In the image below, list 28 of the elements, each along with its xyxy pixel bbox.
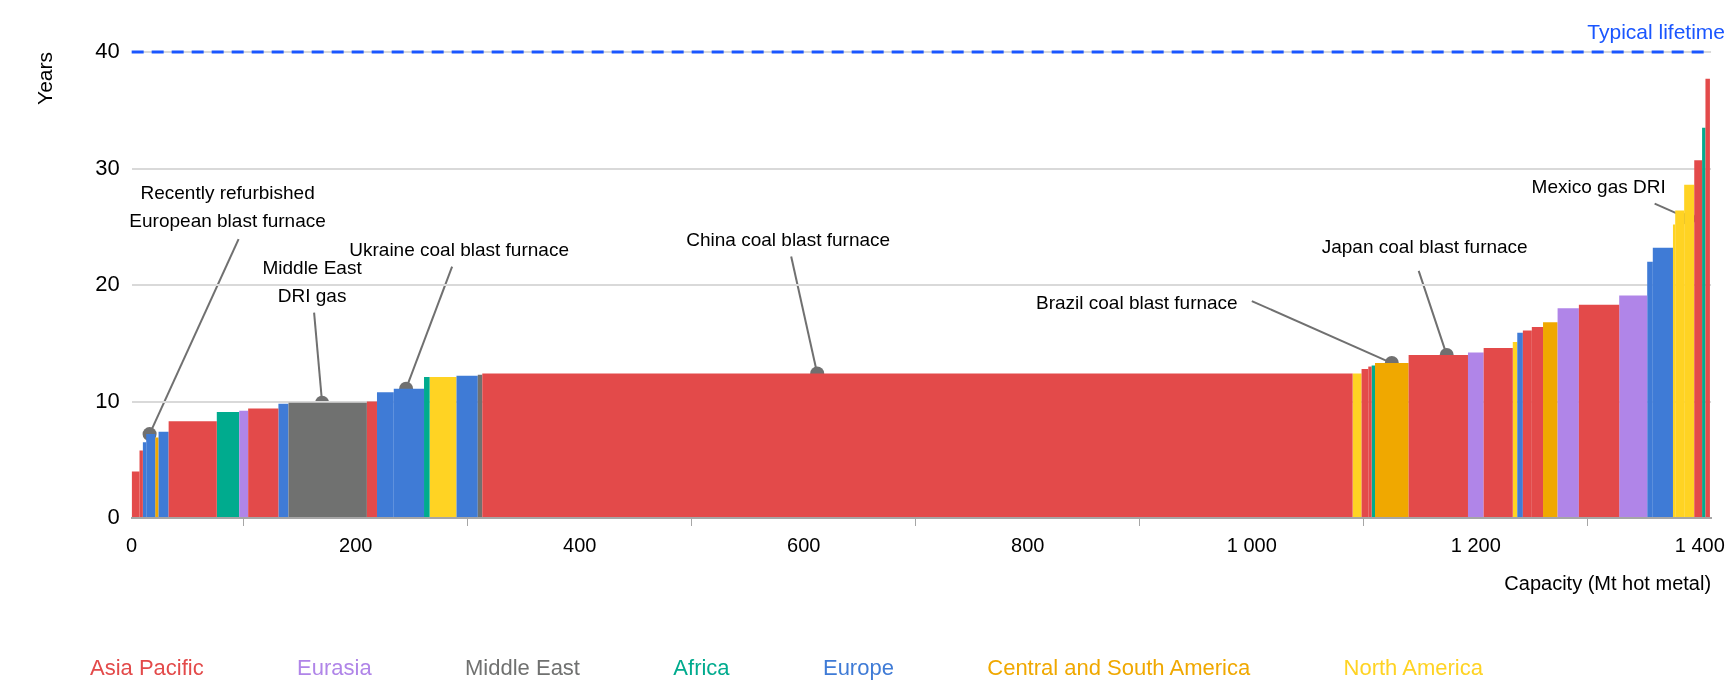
y-tick-label: 0: [107, 504, 120, 530]
annotation: Japan coal blast furnace: [1321, 236, 1528, 258]
text: Africa: [673, 655, 730, 681]
ref-line-label: Typical lifetime: [1587, 20, 1725, 44]
x-axis-title: Capacity (Mt hot metal): [1504, 571, 1712, 594]
x-tick-label: 1 200: [1450, 533, 1501, 556]
annotation: Recently refurbished European blast furnace: [129, 182, 326, 232]
text: Europe: [822, 655, 894, 681]
annotation: Brazil coal blast furnace: [1035, 292, 1238, 314]
x-tick-label: 1 400: [1674, 533, 1725, 556]
y-tick-label: 20: [95, 271, 120, 297]
x-tick-label: 0: [126, 533, 138, 556]
x-tick-label: 400: [563, 533, 597, 556]
annotation: China coal blast furnace: [686, 228, 891, 250]
y-tick-label: 40: [95, 38, 120, 64]
annotation: Mexico gas DRI: [1531, 175, 1666, 197]
y-tick-label: 30: [95, 154, 120, 180]
text: Central and South America: [987, 655, 1251, 681]
x-tick-label: 1 000: [1226, 533, 1277, 556]
text: Middle East: [465, 655, 580, 681]
x-tick-label: 200: [339, 533, 373, 556]
text: Eurasia: [297, 655, 372, 681]
text: Asia Pacific: [90, 655, 204, 681]
x-tick-label: 600: [787, 533, 821, 556]
text: North America: [1343, 655, 1483, 681]
y-axis-title: Years: [33, 52, 57, 105]
x-tick-label: 800: [1011, 533, 1045, 556]
y-tick-label: 10: [95, 387, 120, 413]
